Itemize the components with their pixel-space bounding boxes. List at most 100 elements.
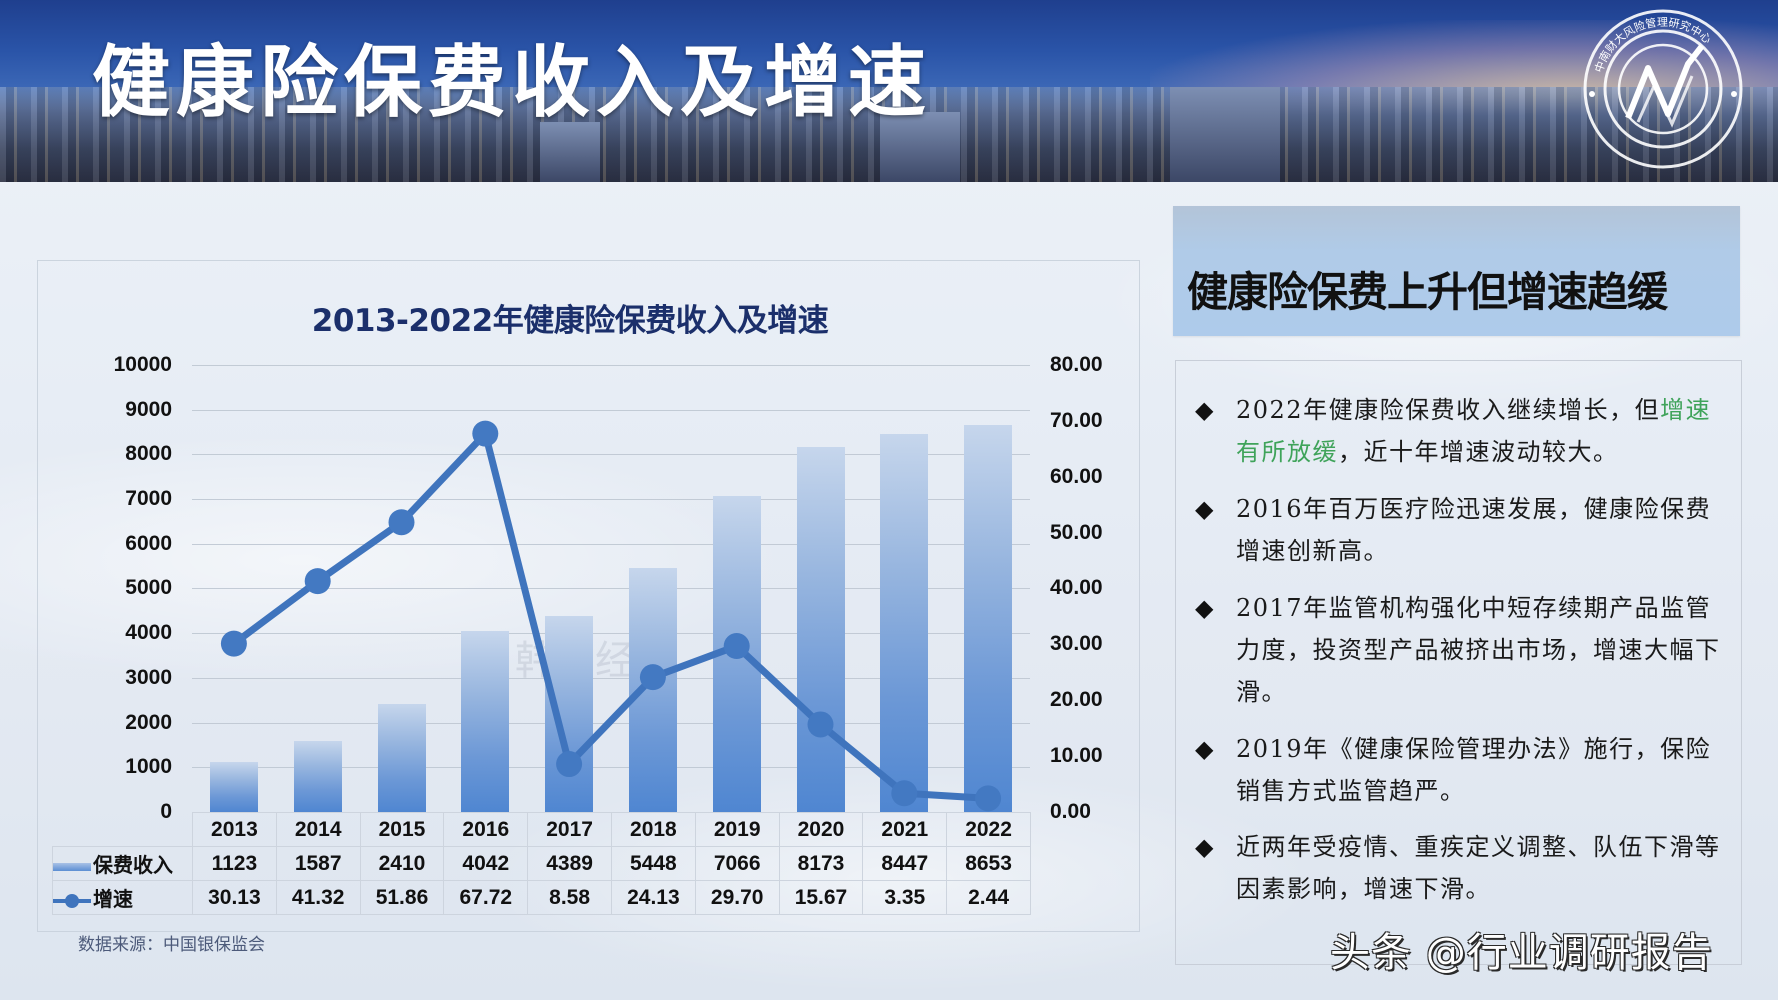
premium-cell: 1123 [192, 846, 277, 881]
left-axis-tick: 2000 [125, 711, 172, 734]
left-axis-tick: 10000 [113, 353, 172, 376]
bar-2019 [712, 496, 761, 812]
gridline [192, 410, 1030, 411]
bar-2014 [293, 741, 342, 812]
left-axis-tick: 9000 [125, 398, 172, 421]
legend-premium: 保费收入 [52, 846, 193, 881]
premium-cell: 1587 [275, 846, 361, 881]
bar-2020 [796, 446, 845, 812]
diamond-bullet-icon: ◆ [1195, 833, 1214, 861]
key-point-2: ◆ 2016年百万医疗险迅速发展，健康险保费增速创新高。 [1195, 488, 1735, 572]
left-axis-tick: 5000 [125, 576, 172, 599]
point-text: 2016年百万医疗险迅速发展，健康险保费增速创新高。 [1236, 495, 1712, 565]
year-cell: 2018 [610, 812, 696, 847]
right-axis-tick: 60.00 [1050, 465, 1103, 488]
year-cell: 2014 [275, 812, 361, 847]
premium-cell: 8653 [946, 846, 1031, 881]
bar-2018 [628, 568, 677, 812]
growth-cell: 15.67 [778, 880, 864, 915]
premium-cell: 8447 [862, 846, 948, 881]
key-point-5: ◆ 近两年受疫情、重疾定义调整、队伍下滑等因素影响，增速下滑。 [1195, 826, 1735, 910]
bar-2016 [461, 631, 510, 812]
year-cell: 2020 [778, 812, 864, 847]
growth-cell: 29.70 [694, 880, 780, 915]
building-shape [540, 122, 600, 182]
summary-heading-box: 健康险保费上升但增速趋缓 [1173, 206, 1740, 336]
table-corner [52, 812, 193, 847]
table-row-years: 2013 2014 2015 2016 2017 2018 2019 2020 … [52, 812, 1031, 847]
year-cell: 2022 [946, 812, 1031, 847]
year-cell: 2016 [443, 812, 529, 847]
year-cell: 2015 [359, 812, 445, 847]
bar-2017 [545, 615, 594, 812]
gridline [192, 365, 1030, 366]
key-points-box [1175, 360, 1742, 965]
left-axis-tick: 7000 [125, 487, 172, 510]
bar-legend-icon [53, 862, 91, 871]
point-highlight: 增速有所放缓 [1236, 396, 1712, 466]
diamond-bullet-icon: ◆ [1195, 495, 1214, 523]
diamond-bullet-icon: ◆ [1195, 396, 1214, 424]
bar-2021 [880, 434, 929, 812]
premium-cell: 7066 [694, 846, 780, 881]
page-title: 健康险保费收入及增速 [92, 38, 933, 128]
premium-cell: 4389 [527, 846, 612, 881]
bar-2013 [209, 761, 258, 812]
summary-heading: 健康险保费上升但增速趋缓 [1187, 268, 1668, 316]
left-axis-tick: 1000 [125, 755, 172, 778]
growth-cell: 8.58 [527, 880, 612, 915]
growth-cell: 30.13 [192, 880, 277, 915]
line-legend-icon [53, 893, 91, 908]
bar-2022 [964, 425, 1013, 812]
point-text: 2019年《健康保险管理办法》施行，保险销售方式监管趋严。 [1236, 735, 1712, 805]
chart-title: 2013-2022年健康险保费收入及增速 [311, 303, 829, 339]
growth-cell: 3.35 [862, 880, 948, 915]
right-axis-tick: 70.00 [1050, 409, 1103, 432]
key-point-4: ◆ 2019年《健康保险管理办法》施行，保险销售方式监管趋严。 [1195, 728, 1735, 812]
year-cell: 2021 [862, 812, 948, 847]
year-cell: 2019 [694, 812, 780, 847]
legend-growth: 增速 [52, 880, 193, 915]
right-axis-tick: 0.00 [1050, 800, 1091, 823]
right-axis-tick: 50.00 [1050, 521, 1103, 544]
premium-cell: 2410 [359, 846, 445, 881]
bar-2015 [377, 704, 426, 812]
legend-growth-label: 增速 [93, 887, 133, 911]
research-center-logo-icon: 中南财大风险管理研究中心 [1583, 9, 1743, 169]
source-watermark: 头条 @行业调研报告 [1330, 930, 1713, 976]
growth-cell: 41.32 [275, 880, 361, 915]
data-source-note: 数据来源：中国银保监会 [78, 935, 265, 955]
premium-cell: 8173 [778, 846, 864, 881]
point-text: 2022年健康险保费收入继续增长，但 [1236, 396, 1661, 424]
point-text: 近两年受疫情、重疾定义调整、队伍下滑等因素影响，增速下滑。 [1236, 833, 1721, 903]
growth-cell: 2.44 [946, 880, 1031, 915]
building-shape [880, 112, 960, 182]
chart-panel [37, 260, 1140, 932]
year-cell: 2013 [192, 812, 277, 847]
right-axis-tick: 30.00 [1050, 632, 1103, 655]
table-row-premium: 保费收入 1123 1587 2410 4042 4389 5448 7066 … [52, 846, 1031, 881]
left-axis-tick: 0 [160, 800, 172, 823]
right-axis-tick: 20.00 [1050, 688, 1103, 711]
left-axis-tick: 8000 [125, 442, 172, 465]
point-text: 2017年监管机构强化中短存续期产品监管力度，投资型产品被挤出市场，增速大幅下滑… [1236, 594, 1721, 706]
right-axis-tick: 40.00 [1050, 576, 1103, 599]
point-text: ，近十年增速波动较大。 [1338, 438, 1619, 466]
right-axis-tick: 80.00 [1050, 353, 1103, 376]
diamond-bullet-icon: ◆ [1195, 735, 1214, 763]
legend-premium-label: 保费收入 [93, 853, 173, 877]
left-axis-tick: 3000 [125, 666, 172, 689]
year-cell: 2017 [527, 812, 612, 847]
premium-cell: 4042 [443, 846, 529, 881]
growth-cell: 51.86 [359, 880, 445, 915]
left-axis-tick: 4000 [125, 621, 172, 644]
left-axis-tick: 6000 [125, 532, 172, 555]
premium-cell: 5448 [610, 846, 696, 881]
chart-data-table: 2013 2014 2015 2016 2017 2018 2019 2020 … [52, 812, 1031, 915]
diamond-bullet-icon: ◆ [1195, 594, 1214, 622]
key-point-1: ◆ 2022年健康险保费收入继续增长，但增速有所放缓，近十年增速波动较大。 [1195, 389, 1735, 473]
header-banner: 健康险保费收入及增速 中南财大风险管理研究中心 [0, 0, 1778, 182]
building-shape [1170, 87, 1280, 182]
growth-cell: 67.72 [443, 880, 529, 915]
key-point-3: ◆ 2017年监管机构强化中短存续期产品监管力度，投资型产品被挤出市场，增速大幅… [1195, 587, 1735, 713]
